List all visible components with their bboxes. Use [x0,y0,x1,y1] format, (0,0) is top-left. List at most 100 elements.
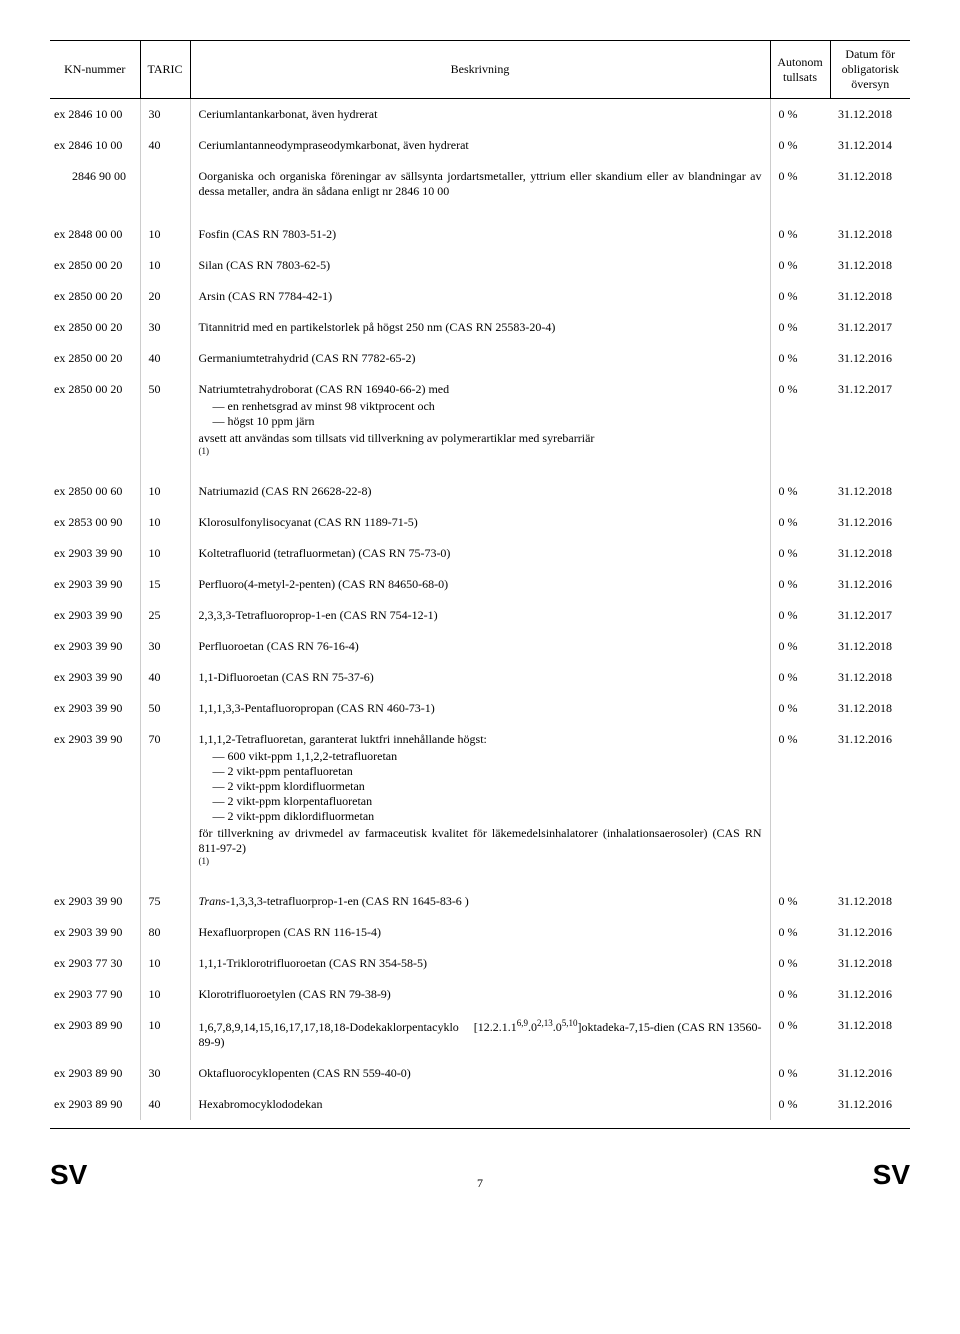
table-row: ex 2903 39 9080Hexafluorpropen (CAS RN 1… [50,917,910,948]
cell-kn: ex 2903 77 30 [50,948,140,979]
cell-kn: ex 2850 00 20 [50,374,140,464]
cell-date: 31.12.2018 [830,693,910,724]
cell-desc: Perfluoro(4-metyl-2-penten) (CAS RN 8465… [190,569,770,600]
cell-taric: 80 [140,917,190,948]
footer-left: SV [50,1159,87,1191]
cell-taric: 40 [140,662,190,693]
cell-duty: 0 % [770,1089,830,1120]
cell-taric: 50 [140,693,190,724]
cell-desc: Klorotrifluoroetylen (CAS RN 79-38-9) [190,979,770,1010]
cell-duty: 0 % [770,724,830,874]
cell-kn: ex 2848 00 00 [50,219,140,250]
cell-desc: 1,1,1,3,3-Pentafluoropropan (CAS RN 460-… [190,693,770,724]
cell-duty: 0 % [770,99,830,131]
cell-taric: 10 [140,507,190,538]
cell-date: 31.12.2017 [830,312,910,343]
cell-kn: ex 2903 39 90 [50,569,140,600]
cell-taric: 10 [140,538,190,569]
cell-duty: 0 % [770,250,830,281]
cell-duty: 0 % [770,476,830,507]
header-kn: KN-nummer [50,41,140,99]
cell-taric: 30 [140,1058,190,1089]
cell-date: 31.12.2018 [830,219,910,250]
cell-kn: 2846 90 00 [50,161,140,207]
table-row: ex 2850 00 6010Natriumazid (CAS RN 26628… [50,476,910,507]
cell-date: 31.12.2014 [830,130,910,161]
cell-taric: 10 [140,476,190,507]
cell-desc: Oktafluorocyklopenten (CAS RN 559-40-0) [190,1058,770,1089]
cell-taric: 40 [140,343,190,374]
cell-kn: ex 2903 39 90 [50,600,140,631]
cell-desc: Germaniumtetrahydrid (CAS RN 7782-65-2) [190,343,770,374]
cell-desc: Ceriumlantankarbonat, även hydrerat [190,99,770,131]
cell-date: 31.12.2016 [830,343,910,374]
cell-date: 31.12.2016 [830,917,910,948]
cell-date: 31.12.2016 [830,724,910,874]
cell-desc: Koltetrafluorid (tetrafluormetan) (CAS R… [190,538,770,569]
cell-taric: 30 [140,631,190,662]
cell-date: 31.12.2016 [830,507,910,538]
cell-kn: ex 2903 89 90 [50,1058,140,1089]
footer-right: SV [873,1159,910,1191]
cell-date: 31.12.2017 [830,600,910,631]
cell-duty: 0 % [770,1058,830,1089]
cell-duty: 0 % [770,312,830,343]
cell-desc: Natriumtetrahydroborat (CAS RN 16940-66-… [190,374,770,464]
cell-desc: Perfluoroetan (CAS RN 76-16-4) [190,631,770,662]
cell-date: 31.12.2018 [830,662,910,693]
cell-desc: Silan (CAS RN 7803-62-5) [190,250,770,281]
table-row: ex 2850 00 2030Titannitrid med en partik… [50,312,910,343]
cell-kn: ex 2903 77 90 [50,979,140,1010]
table-header: KN-nummer TARIC Beskrivning Autonom tull… [50,41,910,99]
table-row: ex 2903 39 9030Perfluoroetan (CAS RN 76-… [50,631,910,662]
cell-date: 31.12.2018 [830,948,910,979]
cell-desc: 2,3,3,3-Tetrafluoroprop-1-en (CAS RN 754… [190,600,770,631]
cell-duty: 0 % [770,948,830,979]
cell-duty: 0 % [770,219,830,250]
page-number: 7 [477,1176,483,1191]
cell-date: 31.12.2018 [830,1010,910,1058]
cell-kn: ex 2853 00 90 [50,507,140,538]
cell-desc: Hexabromocyklododekan [190,1089,770,1120]
table-row: ex 2848 00 0010Fosfin (CAS RN 7803-51-2)… [50,219,910,250]
cell-desc: Ceriumlantanneodympraseodymkarbonat, äve… [190,130,770,161]
cell-desc: Fosfin (CAS RN 7803-51-2) [190,219,770,250]
cell-desc: 1,1,1,2-Tetrafluoretan, garanterat luktf… [190,724,770,874]
cell-taric: 50 [140,374,190,464]
table-row: ex 2846 10 0030Ceriumlantankarbonat, äve… [50,99,910,131]
table-row: ex 2903 77 30101,1,1-Triklorotrifluoroet… [50,948,910,979]
cell-date: 31.12.2016 [830,569,910,600]
header-desc: Beskrivning [190,41,770,99]
table-body: ex 2846 10 0030Ceriumlantankarbonat, äve… [50,99,910,1121]
cell-date: 31.12.2018 [830,99,910,131]
cell-desc: 1,6,7,8,9,14,15,16,17,17,18,18-Dodekaklo… [190,1010,770,1058]
cell-date: 31.12.2018 [830,281,910,312]
cell-duty: 0 % [770,374,830,464]
table-row: ex 2903 89 9030Oktafluorocyklopenten (CA… [50,1058,910,1089]
cell-taric: 40 [140,1089,190,1120]
table-row: ex 2853 00 9010Klorosulfonylisocyanat (C… [50,507,910,538]
header-date: Datum för obligatorisk översyn [830,41,910,99]
cell-desc: 1,1,1-Triklorotrifluoroetan (CAS RN 354-… [190,948,770,979]
cell-duty: 0 % [770,507,830,538]
cell-date: 31.12.2018 [830,476,910,507]
cell-date: 31.12.2016 [830,1089,910,1120]
cell-duty: 0 % [770,886,830,917]
cell-desc: Arsin (CAS RN 7784-42-1) [190,281,770,312]
table-row: ex 2903 89 90101,6,7,8,9,14,15,16,17,17,… [50,1010,910,1058]
cell-desc: Klorosulfonylisocyanat (CAS RN 1189-71-5… [190,507,770,538]
cell-taric: 10 [140,948,190,979]
cell-kn: ex 2903 89 90 [50,1010,140,1058]
table-row: ex 2850 00 2040Germaniumtetrahydrid (CAS… [50,343,910,374]
cell-taric: 15 [140,569,190,600]
cell-kn: ex 2903 39 90 [50,917,140,948]
cell-duty: 0 % [770,281,830,312]
cell-date: 31.12.2017 [830,374,910,464]
cell-date: 31.12.2016 [830,979,910,1010]
page-footer: SV 7 SV [50,1159,910,1191]
cell-kn: ex 2850 00 20 [50,250,140,281]
table-row: ex 2903 39 90401,1-Difluoroetan (CAS RN … [50,662,910,693]
cell-taric: 10 [140,979,190,1010]
cell-taric: 10 [140,219,190,250]
cell-kn: ex 2903 39 90 [50,631,140,662]
